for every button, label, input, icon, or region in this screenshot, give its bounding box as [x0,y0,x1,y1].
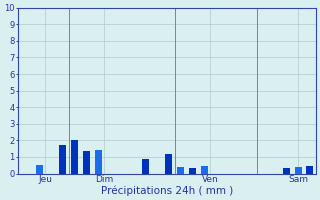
X-axis label: Précipitations 24h ( mm ): Précipitations 24h ( mm ) [101,185,233,196]
Bar [177,167,184,174]
Bar [165,154,172,174]
Bar [83,151,90,174]
Bar [59,145,66,174]
Bar [142,159,149,174]
Bar [201,166,208,174]
Bar [283,168,290,174]
Bar [189,168,196,174]
Bar [307,166,314,174]
Bar [36,165,43,174]
Bar [295,167,302,174]
Bar [71,140,78,174]
Bar [95,150,102,174]
